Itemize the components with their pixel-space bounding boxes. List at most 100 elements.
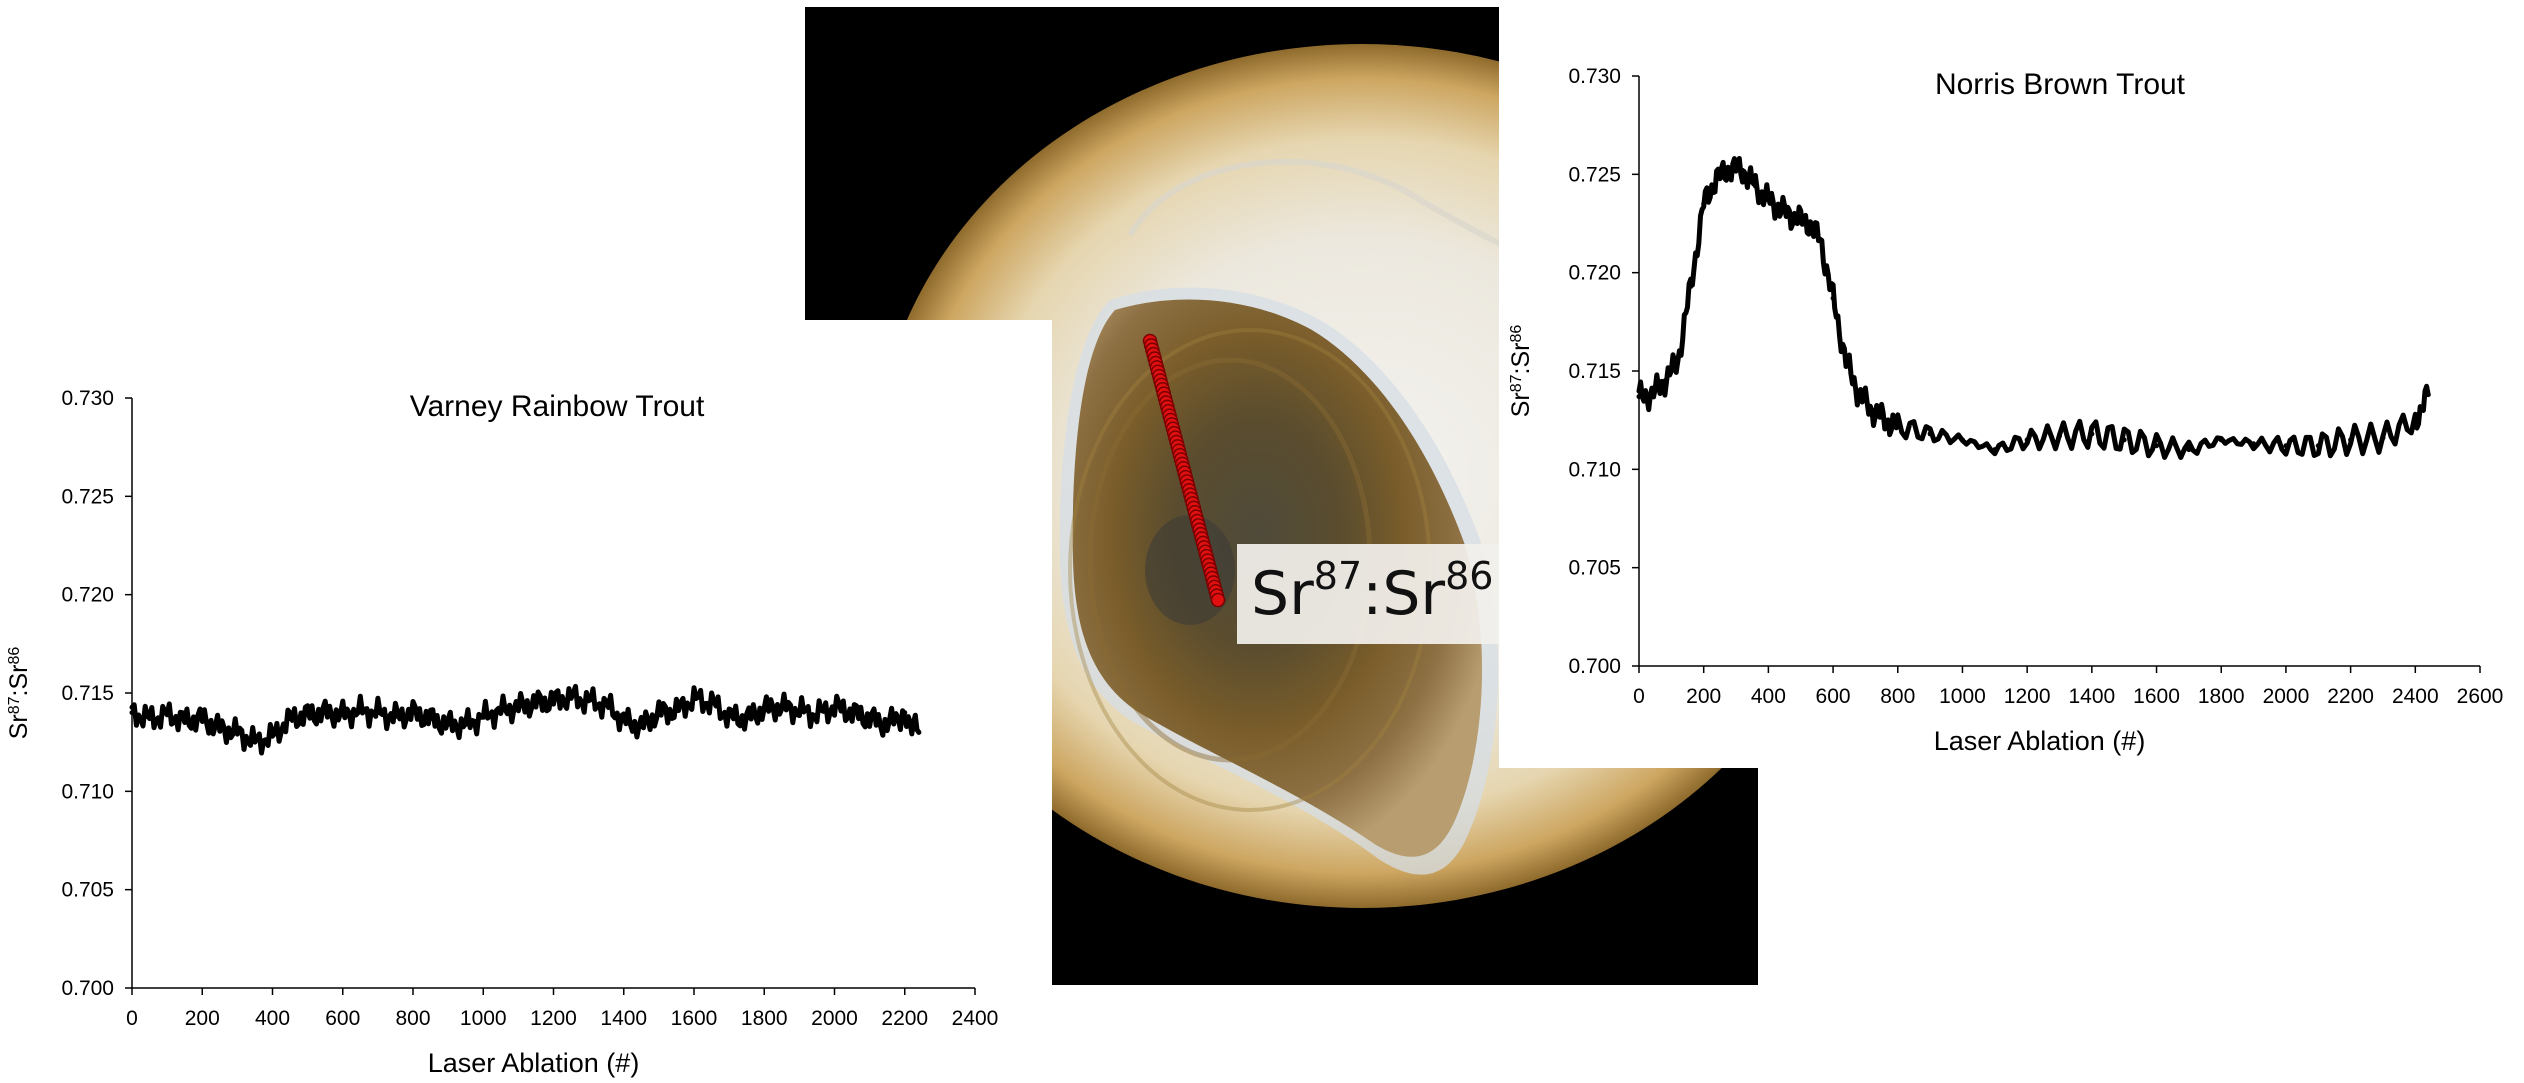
y-axis-label-part: :Sr (1507, 343, 1535, 375)
x-axis-label: Laser Ablation (#) (428, 1048, 640, 1078)
data-point (252, 739, 258, 745)
y-axis-label-part: Sr (1507, 392, 1535, 417)
data-point (726, 714, 732, 720)
data-point (551, 698, 556, 704)
data-point (1740, 167, 1746, 173)
y-tick-label: 0.715 (61, 682, 114, 705)
data-point (568, 694, 574, 700)
data-point (2089, 431, 2095, 437)
data-point (1688, 283, 1694, 289)
y-tick-label: 0.720 (61, 584, 114, 607)
chart-title: Norris Brown Trout (1935, 68, 2186, 101)
y-tick-label: 0.725 (61, 485, 114, 508)
data-point (1636, 394, 1642, 400)
x-tick-label: 2400 (952, 1007, 999, 1030)
data-point (1727, 165, 1733, 171)
data-point (1830, 295, 1836, 301)
data-point (1791, 215, 1797, 221)
data-point (2121, 437, 2127, 443)
data-point (1649, 392, 1655, 398)
x-tick-label: 2600 (2457, 685, 2504, 708)
data-point (796, 708, 802, 714)
x-tick-label: 1000 (1939, 685, 1986, 708)
data-point (586, 698, 592, 704)
data-point (1992, 447, 1998, 453)
x-tick-label: 1600 (671, 1007, 718, 1030)
x-tick-label: 1200 (530, 1007, 577, 1030)
data-point (129, 710, 135, 716)
isotope-ratio-callout: Sr87:Sr86 = (1237, 544, 1507, 644)
y-tick-label: 0.720 (1568, 262, 1621, 285)
data-point (375, 710, 381, 716)
data-point (463, 721, 469, 727)
y-tick-label: 0.710 (61, 780, 114, 803)
data-point (2024, 437, 2030, 443)
data-point (621, 718, 627, 724)
callout-sup-86: 86 (1445, 554, 1494, 598)
data-point (322, 710, 328, 716)
data-point (1843, 358, 1849, 364)
data-point (147, 716, 153, 722)
x-axis-label: Laser Ablation (#) (1934, 726, 2146, 756)
data-point (1765, 197, 1771, 203)
data-point (1752, 183, 1758, 189)
data-point (1701, 201, 1707, 207)
x-tick-label: 1800 (2198, 685, 2245, 708)
data-point (1714, 175, 1720, 181)
data-point (744, 716, 750, 722)
data-point (340, 712, 346, 718)
x-tick-label: 2400 (2392, 685, 2439, 708)
data-point (2154, 443, 2160, 449)
callout-sup-87: 87 (1313, 554, 1363, 598)
data-point (217, 725, 223, 731)
x-tick-label: 2000 (811, 1007, 858, 1030)
data-point (199, 716, 205, 722)
x-tick-label: 1800 (741, 1007, 788, 1030)
data-point (832, 704, 837, 710)
varney-rainbow-trout-chart: 0.700 0.705 0.710 0.715 0.720 0.725 0.730 0 200 4… (0, 320, 1052, 1083)
data-point (2218, 437, 2224, 443)
data-point (779, 704, 785, 710)
data-point (515, 704, 521, 710)
callout-element-2: Sr (1382, 559, 1446, 629)
data-point (270, 733, 275, 739)
x-tick-label: 2000 (2263, 685, 2310, 708)
data-point (1804, 219, 1810, 225)
x-tick-label: 800 (395, 1007, 430, 1030)
x-tick-label: 1600 (2133, 685, 2180, 708)
data-point (1675, 358, 1681, 364)
series-line (129, 683, 922, 756)
data-point (2380, 435, 2386, 441)
x-tick-label: 200 (1686, 685, 1721, 708)
y-tick-label: 0.710 (1568, 458, 1621, 481)
x-tick-label: 800 (1880, 685, 1915, 708)
x-tick-label: 400 (255, 1007, 290, 1030)
x-tick-label: 2200 (881, 1007, 928, 1030)
data-point (2315, 443, 2321, 449)
x-tick-label: 400 (1751, 685, 1786, 708)
data-point (445, 721, 451, 727)
y-tick-label: 0.725 (1568, 163, 1621, 186)
data-point (480, 714, 486, 720)
transect-spot (1210, 592, 1226, 608)
x-tick-label: 600 (325, 1007, 360, 1030)
laser-transect (1142, 333, 1226, 608)
x-tick-label: 2200 (2327, 685, 2374, 708)
data-point (2186, 447, 2192, 453)
data-point (603, 702, 609, 708)
data-point (1662, 378, 1668, 384)
y-tick-label: 0.700 (61, 977, 114, 1000)
chart-title: Varney Rainbow Trout (410, 390, 705, 423)
y-axis-label-superscript: 86 (1508, 325, 1525, 343)
data-point (410, 710, 416, 716)
data-point (287, 716, 293, 722)
norris-brown-trout-chart: 0.700 0.705 0.710 0.715 0.720 0.725 0.730 0 200 4… (1499, 38, 2524, 768)
y-axis-label-superscript: 86 (6, 647, 23, 665)
data-point (2425, 392, 2431, 398)
data-point (814, 712, 820, 718)
data-point (916, 729, 922, 735)
data-point (849, 710, 855, 716)
y-axis-label-superscript: 87 (6, 696, 23, 714)
x-tick-label: 200 (185, 1007, 220, 1030)
data-point (1959, 437, 1965, 443)
